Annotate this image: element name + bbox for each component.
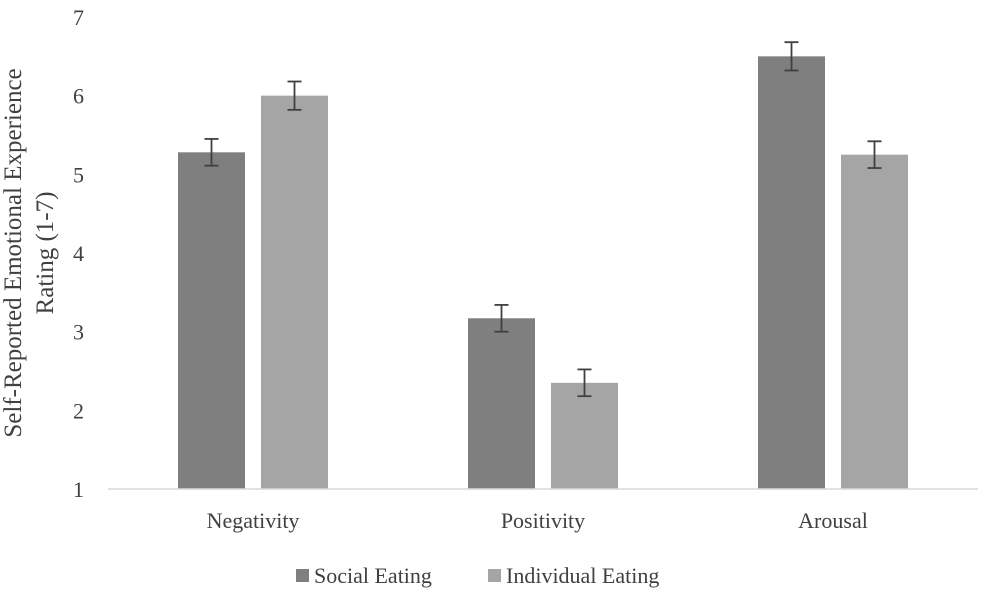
bar-social-eating-negativity — [178, 152, 245, 489]
legend-swatch — [488, 569, 501, 582]
category-label-negativity: Negativity — [207, 508, 300, 533]
bar-individual-eating-arousal — [841, 154, 908, 489]
legend-swatch — [296, 569, 309, 582]
error-bar-social-eating-positivity — [494, 304, 509, 333]
y-axis-ticks: 1 2 3 4 5 6 7 — [73, 5, 84, 502]
category-label-positivity: Positivity — [501, 508, 585, 533]
error-bar-individual-eating-positivity — [577, 368, 592, 398]
error-bar-individual-eating-negativity — [287, 80, 302, 111]
y-axis-title: Self-Reported Emotional Experience Ratin… — [0, 68, 59, 437]
legend-label: Individual Eating — [506, 563, 659, 588]
y-axis-title-line-1: Self-Reported Emotional Experience — [0, 68, 27, 437]
y-tick-label: 3 — [73, 320, 84, 345]
legend-item-social-eating: Social Eating — [296, 563, 432, 588]
category-labels: Negativity Positivity Arousal — [207, 508, 868, 533]
legend: Social Eating Individual Eating — [296, 563, 659, 588]
category-label-arousal: Arousal — [798, 508, 868, 533]
legend-item-individual-eating: Individual Eating — [488, 563, 659, 588]
error-bar-individual-eating-arousal — [867, 140, 882, 169]
bar-individual-eating-negativity — [261, 95, 328, 490]
y-tick-label: 5 — [73, 162, 84, 187]
y-tick-label: 6 — [73, 84, 84, 109]
y-tick-label: 4 — [73, 241, 84, 266]
y-tick-label: 1 — [73, 477, 84, 502]
bar-social-eating-arousal — [758, 56, 825, 489]
y-tick-label: 2 — [73, 398, 84, 423]
bar-social-eating-positivity — [468, 318, 535, 489]
y-axis-title-line-2: Rating (1-7) — [32, 192, 59, 315]
bar-individual-eating-positivity — [551, 382, 618, 489]
legend-label: Social Eating — [314, 563, 432, 588]
error-bar-social-eating-negativity — [204, 138, 219, 167]
error-bars — [204, 41, 882, 398]
bars — [178, 56, 908, 490]
y-tick-label: 7 — [73, 5, 84, 30]
error-bar-social-eating-arousal — [784, 41, 799, 72]
